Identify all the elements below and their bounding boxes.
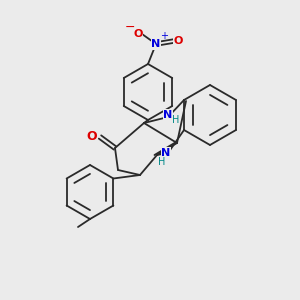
Text: N: N xyxy=(164,110,172,120)
Text: O: O xyxy=(87,130,97,143)
Text: N: N xyxy=(152,39,160,49)
Text: +: + xyxy=(160,31,168,41)
Text: O: O xyxy=(173,36,183,46)
Text: −: − xyxy=(125,20,135,34)
Text: H: H xyxy=(172,115,180,125)
Text: N: N xyxy=(161,148,171,158)
Text: H: H xyxy=(158,157,166,167)
Text: O: O xyxy=(133,29,143,39)
